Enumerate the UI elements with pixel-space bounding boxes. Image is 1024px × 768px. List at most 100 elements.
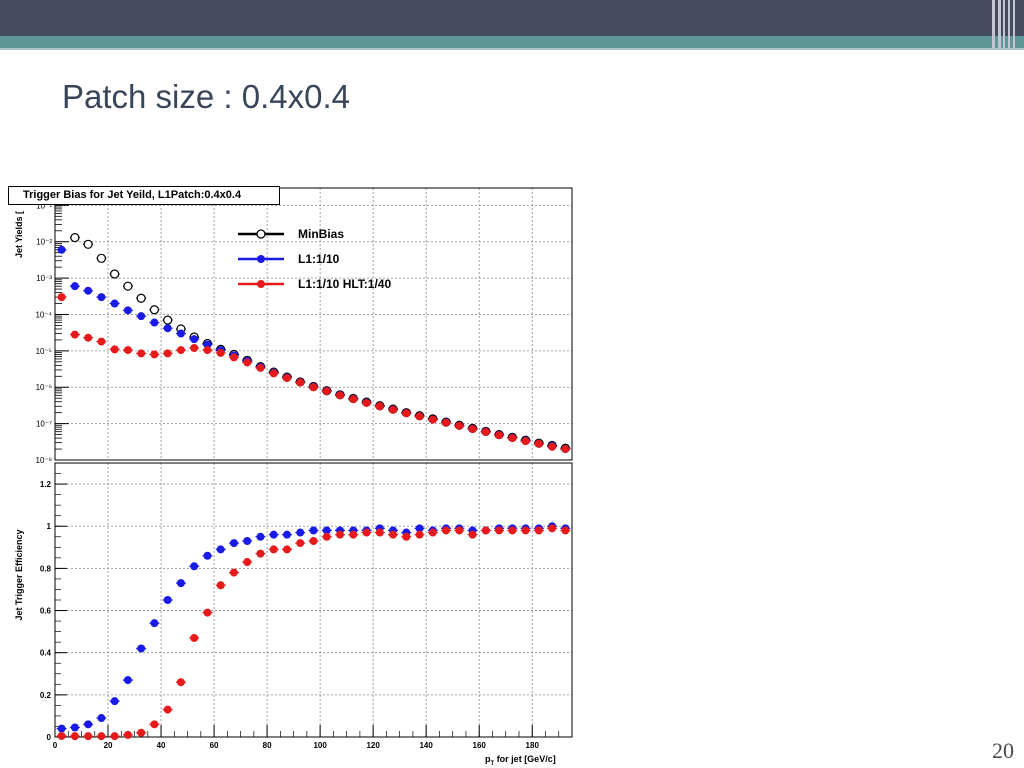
hlt-point: [123, 346, 132, 355]
minbias-point: [136, 293, 146, 303]
l1-eff-point: [123, 676, 132, 685]
hlt-eff-point: [216, 581, 225, 590]
hlt-point: [508, 434, 517, 443]
minbias-point: [83, 239, 93, 249]
top-ytick-label: 10⁻⁷: [36, 420, 52, 429]
l1-point: [150, 318, 159, 327]
l1-eff-point: [322, 526, 331, 535]
l1-point: [190, 335, 199, 344]
legend-label-hlt: L1:1/10 HLT:1/40: [298, 277, 391, 291]
hlt-eff-point: [481, 526, 490, 535]
top-ytick-label: 10⁻¹: [36, 201, 52, 210]
l1-eff-point: [415, 524, 424, 533]
hlt-point: [534, 439, 543, 448]
hlt-eff-point: [57, 731, 66, 740]
l1-eff-point: [176, 579, 185, 588]
minbias-point: [149, 305, 160, 315]
hlt-point: [415, 412, 424, 421]
hlt-point: [269, 369, 278, 378]
legend-item-l1: L1:1/10: [238, 252, 340, 266]
l1-eff-point: [269, 530, 278, 539]
minbias-point: [110, 269, 120, 279]
l1-eff-point: [296, 528, 305, 537]
l1-point: [176, 329, 185, 338]
top-y-axis: 10⁻¹ 10⁻² 10⁻³ 10⁻⁴ 10⁻⁵ 10⁻⁶ 10⁻⁷ 10⁻⁸: [35, 187, 69, 465]
bottom-xtick-label: 120: [366, 741, 380, 750]
header-accent-line: [0, 48, 1024, 50]
hlt-point: [137, 349, 146, 358]
bottom-panel-markers: [56, 522, 571, 741]
hlt-point: [229, 353, 238, 362]
l1-eff-point: [216, 545, 225, 554]
hlt-point: [468, 425, 477, 434]
slide-title: Patch size : 0.4x0.4: [62, 78, 350, 115]
top-panel-frame: [54, 187, 573, 461]
l1-point: [57, 245, 66, 254]
hlt-eff-point: [389, 530, 398, 539]
l1-eff-point: [97, 714, 106, 723]
hlt-eff-point: [110, 732, 119, 741]
hlt-eff-point: [229, 568, 238, 577]
hlt-point: [336, 391, 345, 400]
chart-title: Trigger Bias for Jet Yeild, L1Patch:0.4x…: [8, 186, 280, 205]
l1-eff-point: [84, 720, 93, 729]
l1-eff-point: [190, 562, 199, 571]
l1-eff-point: [150, 619, 159, 628]
hlt-eff-point: [282, 545, 291, 554]
hlt-point: [70, 330, 79, 339]
hlt-point: [521, 437, 530, 446]
hlt-eff-point: [163, 705, 172, 714]
bottom-xtick-label: 100: [313, 741, 327, 750]
hlt-point: [57, 293, 66, 302]
hlt-eff-point: [190, 633, 199, 642]
l1-eff-point: [203, 551, 212, 560]
top-ytick-label: 10⁻⁸: [36, 456, 53, 465]
minbias-point: [96, 253, 106, 263]
bottom-ytick-label: 0.6: [40, 607, 52, 616]
bottom-ytick-label: 0.2: [40, 691, 52, 700]
hlt-point: [282, 373, 291, 382]
header-bar: [0, 0, 1024, 36]
l1-eff-point: [57, 724, 66, 733]
bottom-xtick-label: 40: [157, 741, 166, 750]
page-number: 20: [992, 738, 1014, 763]
hlt-eff-point: [243, 558, 252, 567]
legend-label-l1: L1:1/10: [298, 252, 340, 266]
bottom-panel-grid: [55, 463, 572, 737]
l1-eff-point: [137, 644, 146, 653]
l1-point: [203, 340, 212, 349]
hlt-point: [455, 421, 464, 430]
hlt-eff-point: [442, 526, 451, 535]
l1-eff-point: [243, 536, 252, 545]
hlt-point: [216, 348, 225, 357]
bottom-xtick-label: 160: [473, 741, 487, 750]
legend-label-minbias: MinBias: [298, 227, 344, 241]
bottom-ytick-label: 0: [47, 733, 52, 742]
hlt-point: [561, 445, 570, 454]
hlt-point: [309, 383, 318, 392]
top-ytick-label: 10⁻⁶: [36, 383, 52, 392]
bottom-xtick-label: 180: [526, 741, 540, 750]
hlt-eff-point: [455, 526, 464, 535]
l1-eff-point: [256, 532, 265, 541]
hlt-point: [375, 402, 384, 411]
minbias-point: [70, 232, 80, 243]
corner-decoration: [992, 0, 1018, 48]
bottom-y-axis-label: Jet Trigger Efficiency: [14, 529, 24, 620]
hlt-eff-point: [70, 732, 79, 741]
top-ytick-label: 10⁻³: [36, 274, 52, 283]
hlt-point: [402, 409, 411, 418]
l1-eff-point: [110, 697, 119, 706]
top-y-axis-label: Jet Yields [: [14, 211, 24, 258]
legend-item-hlt: L1:1/10 HLT:1/40: [238, 277, 391, 291]
hlt-point: [243, 358, 252, 367]
bottom-xtick-label: 0: [53, 741, 58, 750]
hlt-point: [481, 427, 490, 436]
l1-point: [137, 312, 146, 321]
hlt-eff-point: [256, 549, 265, 558]
bottom-xtick-label: 140: [419, 741, 433, 750]
hlt-eff-point: [336, 530, 345, 539]
hlt-eff-point: [534, 526, 543, 535]
hlt-eff-point: [468, 530, 477, 539]
hlt-point: [349, 395, 358, 404]
